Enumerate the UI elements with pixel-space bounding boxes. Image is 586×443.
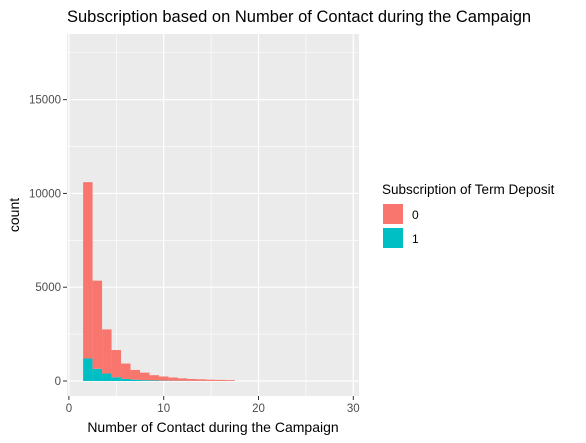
bar-series-0: [196, 379, 207, 381]
bar-series-0: [225, 380, 235, 381]
plot-panel: [67, 34, 359, 396]
bar-series-0: [121, 363, 131, 379]
legend-swatch-0: [383, 204, 403, 224]
y-tick-label: 0: [55, 376, 61, 388]
bar-series-1: [83, 358, 93, 381]
bar-series-0: [149, 375, 159, 381]
y-tick-label: 15000: [29, 95, 61, 107]
bar-series-0: [140, 372, 150, 381]
bar-series-1: [140, 380, 150, 381]
bar-series-0: [177, 378, 188, 381]
bar-series-0: [111, 350, 122, 378]
bar-series-0: [206, 379, 216, 381]
chart-title: Subscription based on Number of Contact …: [67, 8, 531, 26]
bar-series-0: [187, 378, 197, 381]
bar-series-0: [102, 329, 112, 374]
bar-series-1: [149, 380, 159, 381]
legend-label-1: 1: [412, 232, 419, 246]
bar-series-0: [130, 369, 140, 380]
grid-lines: [67, 34, 359, 396]
x-tick-label: 20: [252, 403, 265, 415]
bar-series-1: [121, 378, 131, 381]
x-axis-title: Number of Contact during the Campaign: [87, 419, 338, 435]
bar-series-0: [158, 376, 169, 381]
x-tick-label: 10: [157, 403, 170, 415]
bar-series-1: [130, 379, 140, 381]
legend-swatch-1: [383, 228, 403, 248]
bar-series-0: [83, 182, 93, 359]
legend-title: Subscription of Term Deposit: [382, 182, 555, 197]
bar-series-1: [111, 377, 122, 381]
legend: Subscription of Term Deposit 0 1: [382, 182, 555, 248]
bar-series-0: [168, 377, 178, 381]
bar-series-1: [92, 368, 103, 381]
y-tick-label: 10000: [29, 188, 61, 200]
y-tick-label: 5000: [35, 282, 61, 294]
bar-series-0: [92, 280, 103, 369]
legend-label-0: 0: [412, 208, 419, 222]
axis-ticks: 0 10 20 30 0 5000 10000 15000: [29, 95, 360, 415]
histogram-bars: [83, 182, 235, 381]
bar-series-0: [215, 379, 226, 381]
x-tick-label: 30: [347, 403, 360, 415]
y-axis-title: count: [6, 198, 22, 232]
x-tick-label: 0: [66, 403, 72, 415]
bar-series-1: [102, 373, 112, 381]
